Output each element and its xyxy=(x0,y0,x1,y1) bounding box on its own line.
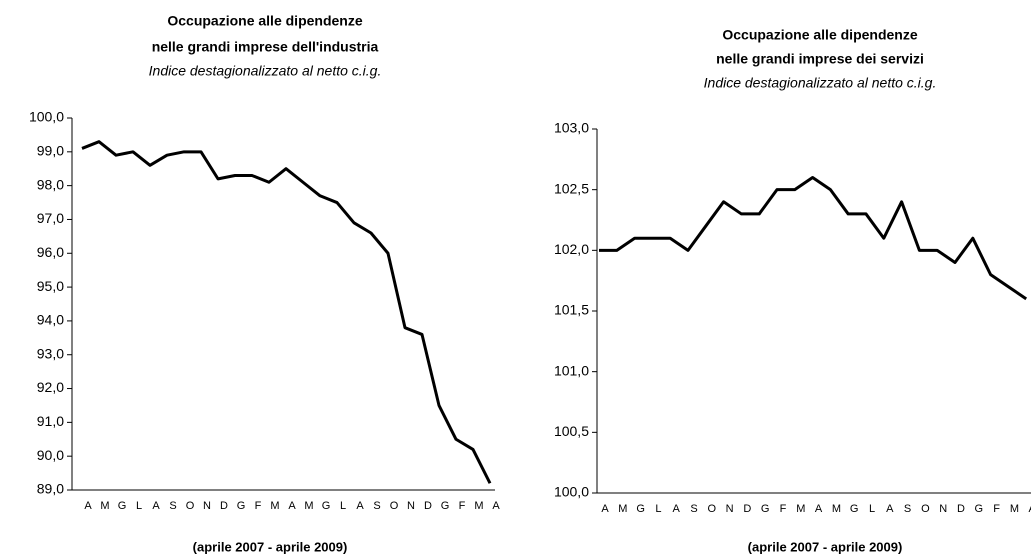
x-tick-label: A xyxy=(492,500,500,512)
x-tick-label: M xyxy=(1010,503,1019,515)
x-tick-label: A xyxy=(84,500,92,512)
y-tick-label: 96,0 xyxy=(37,244,64,260)
x-tick-label: S xyxy=(690,503,697,515)
x-tick-label: A xyxy=(1029,503,1031,515)
x-tick-label: G xyxy=(118,500,127,512)
y-tick-label: 100,0 xyxy=(554,484,589,500)
x-tick-label: N xyxy=(939,503,947,515)
y-tick-label: 99,0 xyxy=(37,143,64,159)
x-tick-label: G xyxy=(761,503,770,515)
y-tick-label: 102,0 xyxy=(554,241,589,257)
x-tick-label: M xyxy=(100,500,109,512)
x-tick-label: L xyxy=(136,500,142,512)
y-tick-label: 101,0 xyxy=(554,362,589,378)
y-tick-label: 90,0 xyxy=(37,447,64,463)
x-tick-label: G xyxy=(975,503,984,515)
x-tick-label: M xyxy=(270,500,279,512)
chart-title: nelle grandi imprese dei servizi xyxy=(716,51,924,67)
y-tick-label: 89,0 xyxy=(37,481,64,497)
x-tick-label: F xyxy=(459,500,466,512)
line-series xyxy=(599,176,1028,301)
x-tick-label: D xyxy=(424,500,432,512)
x-tick-label: M xyxy=(832,503,841,515)
x-tick-label: L xyxy=(340,500,346,512)
y-tick-label: 101,5 xyxy=(554,302,589,318)
x-tick-label: F xyxy=(993,503,1000,515)
x-tick-label: F xyxy=(780,503,787,515)
y-tick-label: 100,5 xyxy=(554,423,589,439)
x-tick-label: A xyxy=(601,503,609,515)
y-tick-label: 91,0 xyxy=(37,413,64,429)
line-series xyxy=(81,140,492,484)
y-tick-label: 100,0 xyxy=(29,109,64,125)
x-tick-label: M xyxy=(796,503,805,515)
x-tick-label: A xyxy=(152,500,160,512)
y-tick-label: 94,0 xyxy=(37,312,64,328)
x-tick-label: G xyxy=(850,503,859,515)
x-tick-label: O xyxy=(708,503,717,515)
x-tick-label: D xyxy=(220,500,228,512)
x-tick-label: A xyxy=(356,500,364,512)
x-tick-label: G xyxy=(322,500,331,512)
y-tick-label: 93,0 xyxy=(37,345,64,361)
y-tick-label: 103,0 xyxy=(554,120,589,136)
x-tick-label: A xyxy=(886,503,894,515)
chart-title: Occupazione alle dipendenze xyxy=(722,27,917,43)
x-tick-label: N xyxy=(407,500,415,512)
chart-title: Occupazione alle dipendenze xyxy=(167,13,362,29)
y-tick-label: 95,0 xyxy=(37,278,64,294)
x-tick-label: G xyxy=(237,500,246,512)
x-tick-label: M xyxy=(618,503,627,515)
y-tick-label: 92,0 xyxy=(37,379,64,395)
x-axis-label: (aprile 2007 - aprile 2009) xyxy=(748,539,903,554)
x-tick-label: G xyxy=(441,500,450,512)
x-tick-label: O xyxy=(921,503,930,515)
x-tick-label: G xyxy=(636,503,645,515)
x-tick-label: D xyxy=(957,503,965,515)
x-tick-label: L xyxy=(869,503,875,515)
x-tick-label: L xyxy=(655,503,661,515)
y-tick-label: 102,5 xyxy=(554,180,589,196)
x-tick-label: A xyxy=(815,503,823,515)
x-tick-label: A xyxy=(673,503,681,515)
x-tick-label: S xyxy=(373,500,380,512)
x-tick-label: M xyxy=(474,500,483,512)
y-tick-label: 97,0 xyxy=(37,210,64,226)
x-tick-label: N xyxy=(726,503,734,515)
x-tick-label: O xyxy=(390,500,399,512)
y-tick-label: 98,0 xyxy=(37,176,64,192)
x-tick-label: A xyxy=(288,500,296,512)
x-tick-label: S xyxy=(169,500,176,512)
chart-subtitle: Indice destagionalizzato al netto c.i.g. xyxy=(149,63,382,79)
x-tick-label: O xyxy=(186,500,195,512)
chart-subtitle: Indice destagionalizzato al netto c.i.g. xyxy=(704,75,937,91)
x-tick-label: M xyxy=(304,500,313,512)
x-tick-label: S xyxy=(904,503,911,515)
x-tick-label: N xyxy=(203,500,211,512)
x-tick-label: D xyxy=(743,503,751,515)
x-axis-label: (aprile 2007 - aprile 2009) xyxy=(193,539,348,554)
chart-title: nelle grandi imprese dell'industria xyxy=(152,39,379,55)
x-tick-label: F xyxy=(255,500,262,512)
